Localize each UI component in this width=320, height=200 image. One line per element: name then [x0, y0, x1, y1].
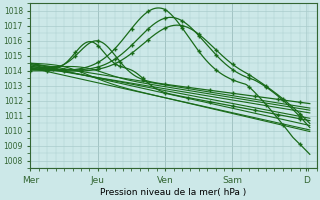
X-axis label: Pression niveau de la mer( hPa ): Pression niveau de la mer( hPa ): [100, 188, 247, 197]
